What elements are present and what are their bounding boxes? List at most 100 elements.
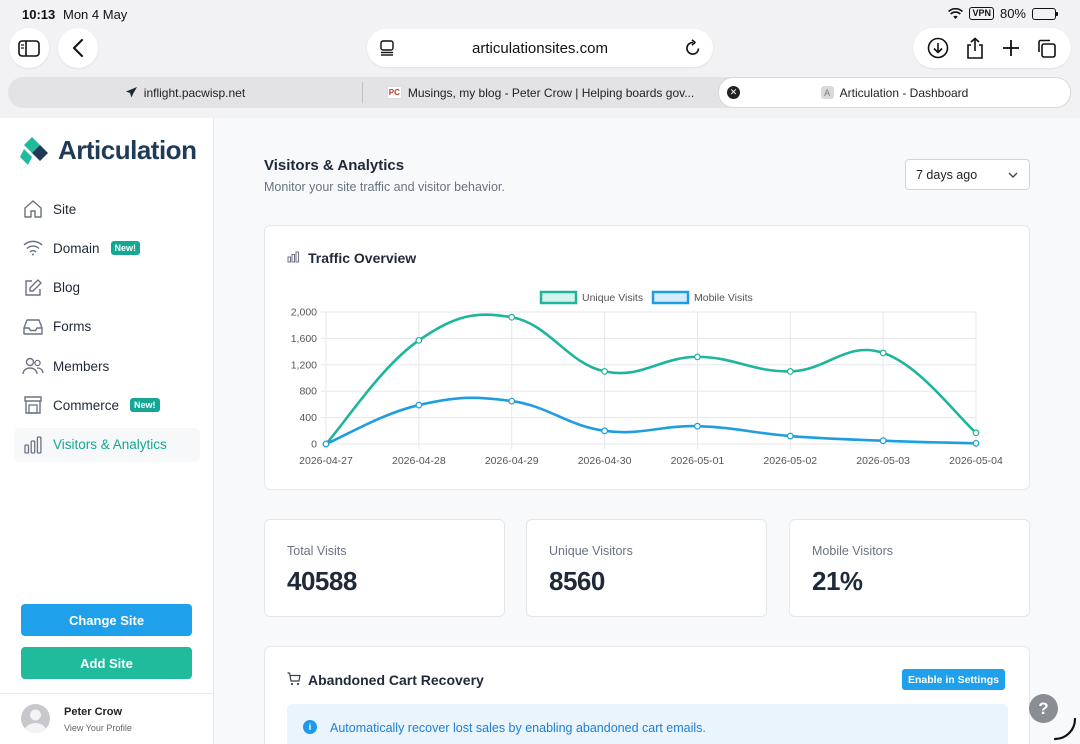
share-icon[interactable] xyxy=(965,36,985,60)
users-icon xyxy=(22,355,44,377)
data-point xyxy=(694,353,701,361)
address-bar[interactable]: articulationsites.com xyxy=(367,29,713,67)
tab-title: Articulation - Dashboard xyxy=(839,85,969,100)
chevron-left-icon xyxy=(73,39,83,57)
sidebar-nav: Site Domain New! Blog Forms Members Comm… xyxy=(14,192,200,467)
sidebar-item-domain[interactable]: Domain New! xyxy=(14,231,200,265)
chevron-down-icon xyxy=(1008,172,1018,178)
tab-blog[interactable]: PC Musings, my blog - Peter Crow | Helpi… xyxy=(365,77,716,108)
abandoned-cart-title: Abandoned Cart Recovery xyxy=(308,672,484,688)
x-tick-label: 2026-05-03 xyxy=(856,455,910,467)
stat-label: Unique Visitors xyxy=(549,544,633,558)
data-point xyxy=(786,367,794,375)
enable-in-settings-button[interactable]: Enable in Settings xyxy=(902,669,1006,690)
traffic-line-chart: 0 400 800 1,200 1,600 2,000 2026-04-27 2026-04-… xyxy=(291,290,1003,467)
sidebar: Articulation Site Domain New! Blog Forms… xyxy=(0,118,214,744)
sidebar-item-label: Site xyxy=(53,201,77,217)
inbox-icon xyxy=(22,316,44,338)
data-point xyxy=(415,401,423,409)
browser-actions xyxy=(913,28,1071,68)
page-subtitle: Monitor your site traffic and visitor be… xyxy=(264,180,505,194)
sidebar-item-commerce[interactable]: Commerce New! xyxy=(14,388,200,422)
data-point xyxy=(508,313,516,321)
sidebar-item-label: Domain xyxy=(53,240,100,256)
help-button[interactable]: ? xyxy=(1029,694,1058,723)
articulation-logo-icon xyxy=(20,136,48,165)
stat-value: 40588 xyxy=(287,566,357,596)
bar-chart-small-icon xyxy=(287,251,299,263)
sidebar-item-site[interactable]: Site xyxy=(14,192,200,226)
data-point xyxy=(879,437,887,445)
x-tick-label: 2026-04-30 xyxy=(578,455,632,467)
plus-icon[interactable] xyxy=(1002,39,1020,57)
y-tick-label: 1,200 xyxy=(291,359,317,371)
sidebar-toggle-button[interactable] xyxy=(9,28,49,68)
traffic-overview-card: Traffic Overview 0 400 800 1,200 1,600 2,000 2… xyxy=(264,225,1030,490)
data-point xyxy=(972,429,980,437)
avatar xyxy=(21,704,50,733)
x-tick-label: 2026-04-27 xyxy=(299,455,353,467)
close-icon[interactable]: ✕ xyxy=(727,86,740,99)
data-point xyxy=(972,439,980,447)
store-icon xyxy=(22,394,44,416)
tab-inflight[interactable]: inflight.pacwisp.net xyxy=(8,77,362,108)
legend-swatch xyxy=(651,290,690,305)
x-tick-label: 2026-04-28 xyxy=(392,455,446,467)
tab-title: Musings, my blog - Peter Crow | Helping … xyxy=(407,85,695,100)
wifi-icon xyxy=(22,237,44,259)
stat-card-total-visits: Total Visits 40588 xyxy=(264,519,505,617)
sidebar-item-members[interactable]: Members xyxy=(14,349,200,383)
download-icon[interactable] xyxy=(927,37,949,59)
traffic-overview-title: Traffic Overview xyxy=(308,250,417,266)
y-tick-label: 800 xyxy=(299,386,317,398)
y-tick-label: 400 xyxy=(299,412,317,424)
home-icon xyxy=(22,198,44,220)
y-tick-label: 1,600 xyxy=(291,333,317,345)
tab-bar: inflight.pacwisp.net PC Musings, my blog… xyxy=(8,77,1071,108)
sidebar-item-blog[interactable]: Blog xyxy=(14,271,200,305)
series-line-mobile-visits xyxy=(325,396,977,446)
reload-icon[interactable] xyxy=(685,39,701,56)
data-point xyxy=(415,336,423,344)
sidebar-item-visitors-analytics[interactable]: Visitors & Analytics xyxy=(14,427,200,462)
back-button[interactable] xyxy=(58,28,98,68)
sidebar-item-label: Commerce xyxy=(53,397,120,413)
sidebar-icon xyxy=(18,39,40,57)
status-bar: 10:13 Mon 4 May VPN 80% xyxy=(0,0,1080,28)
add-site-button[interactable]: Add Site xyxy=(21,647,192,679)
stat-card-mobile-visitors: Mobile Visitors 21% xyxy=(789,519,1030,617)
abandoned-cart-card: Abandoned Cart Recovery Enable in Settin… xyxy=(264,646,1030,744)
stat-value: 21% xyxy=(812,566,863,596)
new-badge: New! xyxy=(110,241,141,256)
change-site-button[interactable]: Change Site xyxy=(21,604,192,636)
resize-handle-icon[interactable] xyxy=(1053,717,1077,741)
battery-percent: 80% xyxy=(999,6,1026,21)
page-menu-icon xyxy=(380,40,394,56)
y-tick-label: 2,000 xyxy=(291,307,317,319)
y-tick-label: 0 xyxy=(311,439,317,451)
url-text: articulationsites.com xyxy=(472,40,608,57)
cart-icon xyxy=(287,672,301,686)
main-content: Visitors & Analytics Monitor your site t… xyxy=(214,118,1080,744)
x-tick-label: 2026-04-29 xyxy=(485,455,539,467)
new-badge: New! xyxy=(130,398,160,413)
data-point xyxy=(786,432,794,440)
browser-chrome: articulationsites.com inflight.pacwisp.n… xyxy=(0,28,1080,118)
profile-section[interactable]: Peter Crow View Your Profile xyxy=(0,693,213,744)
sidebar-item-forms[interactable]: Forms xyxy=(14,310,200,344)
brand-logo[interactable]: Articulation xyxy=(20,135,197,166)
tab-articulation-dashboard[interactable]: ✕ A Articulation - Dashboard xyxy=(718,77,1071,108)
view-profile-link[interactable]: View Your Profile xyxy=(64,723,132,733)
tab-separator xyxy=(362,82,363,103)
airplane-icon xyxy=(125,87,137,98)
a-favicon: A xyxy=(820,86,834,99)
x-tick-label: 2026-05-02 xyxy=(763,455,817,467)
x-tick-label: 2026-05-04 xyxy=(949,455,1003,467)
brand-name: Articulation xyxy=(58,135,197,165)
x-tick-label: 2026-05-01 xyxy=(671,455,725,467)
info-icon: i xyxy=(303,720,317,734)
vpn-badge: VPN xyxy=(969,7,994,20)
legend-swatch xyxy=(539,290,578,305)
date-range-select[interactable]: 7 days ago xyxy=(905,159,1030,190)
tabs-overview-icon[interactable] xyxy=(1036,38,1057,59)
